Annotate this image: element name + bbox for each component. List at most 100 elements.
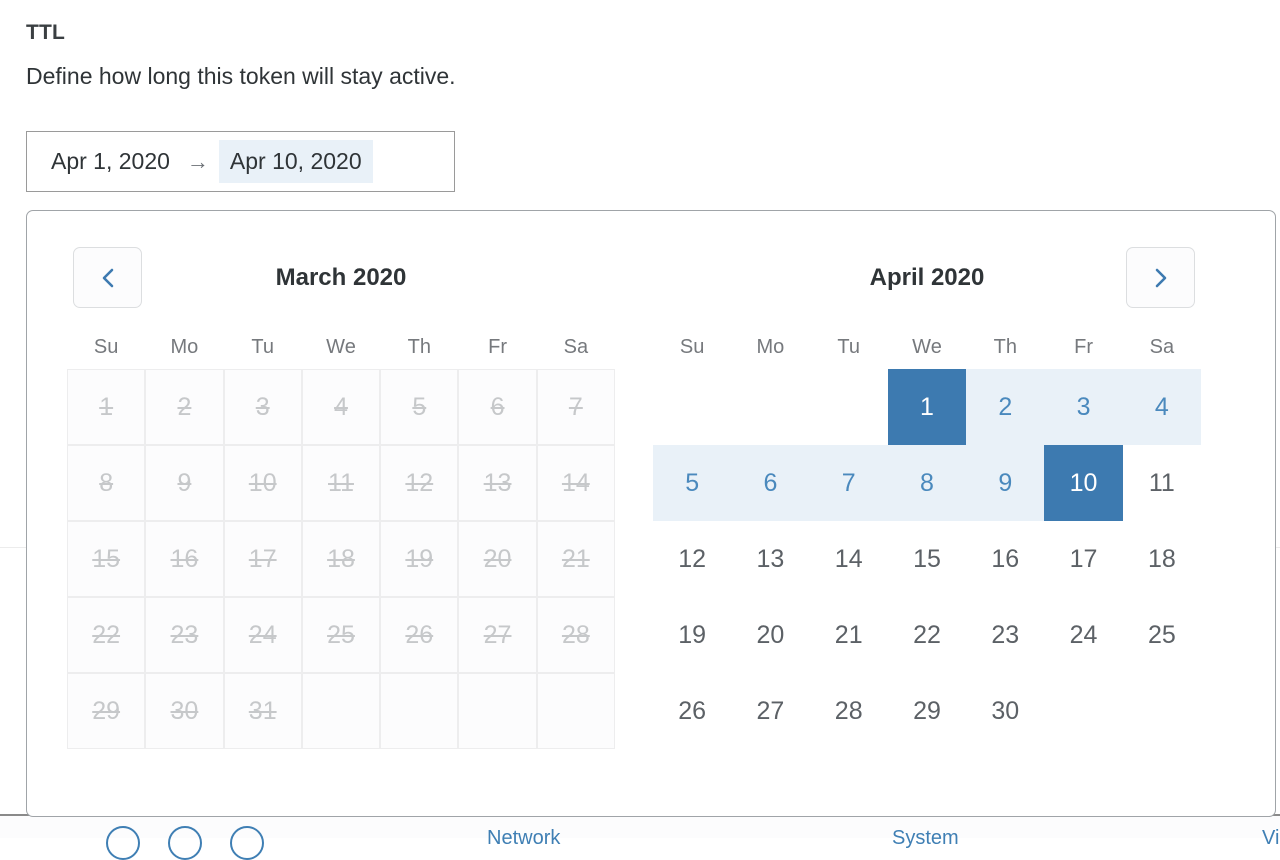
calendar-day: 25 [301, 597, 381, 673]
calendar-day[interactable]: 17 [1069, 544, 1098, 573]
date-range-picker-popup[interactable]: March 2020 Su Mo Tu We Th Fr Sa 1 2 3 4 5 6 7 8 9 10 11 12 1… [26, 210, 1276, 817]
range-start-date[interactable]: Apr 1, 2020 [51, 147, 170, 174]
calendar-day[interactable]: 28 [834, 696, 863, 725]
calendar-month-right: April 2020 Su Mo Tu We Th Fr Sa 1 2 3 4 5 6 7 8 9 10 11 12 1… [653, 247, 1201, 749]
calendar-day[interactable]: 14 [834, 544, 863, 573]
calendar-day: 18 [301, 521, 381, 597]
calendar-day-empty [380, 673, 459, 749]
weekday-label-th: Th [407, 336, 431, 358]
weekday-label-sa: Sa [1149, 336, 1175, 358]
calendar-day: 10 [223, 445, 302, 521]
calendar-day[interactable]: 7 [809, 445, 888, 521]
calendar-day: 30 [145, 673, 224, 749]
page-title: TTL [26, 21, 66, 44]
calendar-day[interactable]: 20 [756, 620, 785, 649]
calendar-day[interactable]: 5 [653, 445, 732, 521]
chevron-right-icon [1150, 265, 1172, 291]
calendar-day-empty [536, 673, 615, 749]
calendar-day-empty [301, 673, 381, 749]
prev-month-button[interactable] [73, 247, 142, 308]
background-bottom-label[interactable]: System [892, 827, 959, 849]
calendar-day[interactable]: 12 [678, 544, 707, 573]
calendar-day: 17 [223, 521, 302, 597]
weekday-label-tu: Tu [837, 336, 860, 358]
calendar-day-empty [1123, 673, 1201, 749]
weekday-label-sa: Sa [563, 336, 589, 358]
calendar-day[interactable]: 13 [756, 544, 785, 573]
calendar-day[interactable]: 1 [887, 369, 967, 445]
next-month-button[interactable] [1126, 247, 1195, 308]
calendar-day-grid: 1 2 3 4 5 6 7 8 9 10 11 12 13 14 15 16 17 18 19 20 21 22 23 24 2… [67, 369, 615, 749]
weekday-label-su: Su [93, 336, 119, 358]
weekday-label-tu: Tu [251, 336, 274, 358]
weekday-label-su: Su [679, 336, 705, 358]
calendar-day[interactable]: 18 [1147, 544, 1176, 573]
calendar-day: 21 [536, 521, 615, 597]
weekday-label-fr: Fr [1074, 336, 1093, 358]
calendar-day-empty [458, 673, 537, 749]
calendar-day[interactable]: 11 [1148, 468, 1175, 497]
calendar-day[interactable]: 19 [678, 620, 707, 649]
weekday-label-mo: Mo [756, 336, 785, 358]
calendar-day[interactable]: 24 [1069, 620, 1098, 649]
weekday-label-fr: Fr [488, 336, 507, 358]
calendar-day-empty [810, 369, 888, 445]
calendar-day: 26 [380, 597, 459, 673]
calendar-day[interactable]: 30 [991, 696, 1020, 725]
background-avatar-circle [106, 826, 140, 860]
date-range-input[interactable]: Apr 1, 2020 → Apr 10, 2020 [26, 131, 455, 192]
calendar-day: 20 [458, 521, 537, 597]
calendar-month-left: March 2020 Su Mo Tu We Th Fr Sa 1 2 3 4 5 6 7 8 9 10 11 12 1… [67, 247, 615, 749]
calendar-day[interactable]: 21 [834, 620, 863, 649]
calendar-month-title: March 2020 [275, 264, 407, 291]
calendar-day[interactable]: 23 [991, 620, 1020, 649]
weekday-label-th: Th [993, 336, 1017, 358]
calendar-day: 31 [223, 673, 302, 749]
calendar-day[interactable]: 29 [913, 696, 941, 725]
calendar-day: 19 [380, 521, 459, 597]
calendar-day[interactable]: 27 [756, 696, 785, 725]
calendar-day: 29 [67, 673, 146, 749]
calendar-day[interactable]: 8 [887, 445, 967, 521]
background-avatar-circle [230, 826, 264, 860]
calendar-day[interactable]: 15 [913, 544, 941, 573]
calendar-day[interactable]: 6 [731, 445, 810, 521]
calendar-day: 8 [67, 445, 146, 521]
calendar-day: 23 [145, 597, 224, 673]
range-end-date[interactable]: Apr 10, 2020 [218, 139, 373, 184]
background-bottom-label[interactable]: Vi [1262, 827, 1280, 849]
calendar-day-empty [653, 369, 731, 445]
calendar-month-header: April 2020 [653, 247, 1201, 309]
calendar-day[interactable]: 9 [966, 445, 1045, 521]
calendar-day[interactable]: 4 [1122, 369, 1201, 445]
calendar-day[interactable]: 22 [913, 620, 941, 649]
background-bottom-label[interactable]: Network [487, 827, 561, 849]
calendar-day: 5 [380, 369, 459, 445]
chevron-left-icon [97, 265, 119, 291]
calendar-day[interactable]: 25 [1147, 620, 1176, 649]
calendar-day: 15 [67, 521, 146, 597]
calendar-weekday-header: Su Mo Tu We Th Fr Sa [67, 337, 615, 357]
calendar-day: 22 [67, 597, 146, 673]
calendar-day[interactable]: 10 [1044, 445, 1123, 521]
calendar-weekday-header: Su Mo Tu We Th Fr Sa [653, 337, 1201, 357]
calendar-day: 28 [536, 597, 615, 673]
calendar-day: 3 [223, 369, 302, 445]
calendar-day-grid: 1 2 3 4 5 6 7 8 9 10 11 12 13 14 15 16 17 18 19 20 21 22 23 24 2… [653, 369, 1201, 749]
calendar-day[interactable]: 3 [1044, 369, 1123, 445]
calendar-month-header: March 2020 [67, 247, 615, 309]
calendar-day[interactable]: 2 [966, 369, 1045, 445]
calendar-day-empty [731, 369, 809, 445]
calendar-day: 6 [458, 369, 537, 445]
calendar-day-empty [1044, 673, 1122, 749]
calendar-months: March 2020 Su Mo Tu We Th Fr Sa 1 2 3 4 5 6 7 8 9 10 11 12 1… [27, 211, 1275, 749]
calendar-day: 1 [67, 369, 146, 445]
calendar-month-title: April 2020 [869, 264, 985, 291]
calendar-day: 14 [536, 445, 615, 521]
calendar-day: 27 [458, 597, 537, 673]
arrow-right-icon: → [186, 148, 209, 174]
calendar-day: 12 [380, 445, 459, 521]
calendar-day: 13 [458, 445, 537, 521]
calendar-day[interactable]: 26 [678, 696, 707, 725]
calendar-day[interactable]: 16 [991, 544, 1020, 573]
